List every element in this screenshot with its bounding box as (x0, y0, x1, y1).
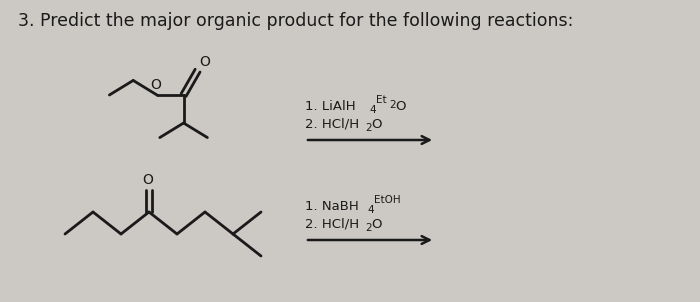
Text: 2. HCl/H: 2. HCl/H (305, 117, 359, 130)
Text: 1. NaBH: 1. NaBH (305, 200, 358, 213)
Text: 2: 2 (365, 223, 372, 233)
Text: EtOH: EtOH (374, 195, 400, 205)
Text: 4: 4 (369, 105, 376, 115)
Text: Et: Et (376, 95, 386, 105)
Text: O: O (395, 99, 405, 113)
Text: O: O (143, 173, 153, 187)
Text: 4: 4 (367, 205, 374, 215)
Text: O: O (371, 217, 382, 230)
Text: 2. HCl/H: 2. HCl/H (305, 217, 359, 230)
Text: O: O (371, 117, 382, 130)
Text: O: O (199, 55, 211, 69)
Text: 3. Predict the major organic product for the following reactions:: 3. Predict the major organic product for… (18, 12, 573, 30)
Text: O: O (150, 78, 162, 92)
Text: 2: 2 (389, 100, 396, 110)
Text: 2: 2 (365, 123, 372, 133)
Text: 1. LiAlH: 1. LiAlH (305, 99, 356, 113)
